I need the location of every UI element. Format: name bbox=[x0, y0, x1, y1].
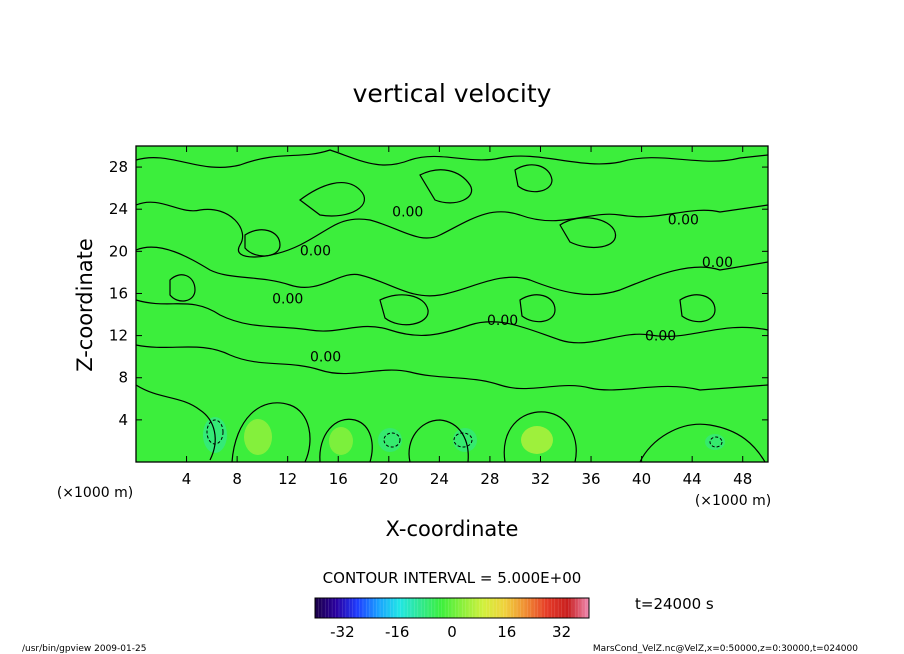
contour-label: 0.00 bbox=[487, 313, 518, 329]
downdraft-region bbox=[705, 434, 725, 450]
colorbar bbox=[314, 597, 590, 619]
contour-label: 0.00 bbox=[645, 329, 676, 345]
z-axis: 4 8 12 16 20 24 28 bbox=[109, 158, 768, 429]
z-tick-label: 4 bbox=[118, 411, 128, 429]
contour-label: 0.00 bbox=[300, 243, 331, 259]
contour-label: 0.00 bbox=[310, 350, 341, 366]
x-tick-label: 16 bbox=[329, 470, 348, 488]
colorbar-tick-label: 32 bbox=[552, 623, 571, 641]
x-tick-label: 20 bbox=[379, 470, 398, 488]
updraft-region bbox=[329, 427, 353, 455]
chart-title: vertical velocity bbox=[353, 79, 552, 108]
z-tick-label: 16 bbox=[109, 284, 128, 302]
z-axis-label: Z-coordinate bbox=[73, 238, 97, 372]
contour-interval-label: CONTOUR INTERVAL = 5.000E+00 bbox=[323, 569, 582, 587]
negative-contours bbox=[206, 419, 723, 448]
colorbar-fill bbox=[315, 598, 589, 618]
contour-label: 0.00 bbox=[392, 204, 423, 220]
contour-lines bbox=[135, 149, 769, 463]
x-tick-label: 28 bbox=[480, 470, 499, 488]
x-tick-label: 8 bbox=[232, 470, 242, 488]
updraft-region bbox=[244, 419, 272, 455]
z-tick-label: 20 bbox=[109, 242, 128, 260]
x-tick-label: 44 bbox=[683, 470, 702, 488]
downdraft-region bbox=[378, 428, 402, 452]
contour-labels: 0.00 0.00 0.00 0.00 0.00 0.00 0.00 0.00 bbox=[272, 204, 733, 365]
footer-left: /usr/bin/gpview 2009-01-25 bbox=[22, 644, 146, 654]
x-axis: 4 8 12 16 20 24 28 32 36 40 44 48 bbox=[182, 146, 752, 488]
field-background bbox=[136, 146, 768, 462]
contour-label: 0.00 bbox=[272, 292, 303, 308]
x-tick-label: 40 bbox=[632, 470, 651, 488]
x-tick-label: 48 bbox=[733, 470, 752, 488]
z-tick-label: 28 bbox=[109, 158, 128, 176]
footer-right: MarsCond_VelZ.nc@VelZ,x=0:50000,z=0:3000… bbox=[593, 644, 858, 654]
plot-frame bbox=[135, 145, 769, 463]
x-tick-label: 12 bbox=[278, 470, 297, 488]
colorbar-tick-label: 0 bbox=[447, 623, 457, 641]
contour-label: 0.00 bbox=[702, 255, 733, 271]
z-tick-label: 24 bbox=[109, 200, 128, 218]
x-unit-label: (×1000 m) bbox=[695, 493, 771, 509]
colorbar-frame bbox=[314, 597, 590, 619]
x-tick-label: 32 bbox=[531, 470, 550, 488]
z-tick-label: 8 bbox=[118, 369, 128, 387]
z-unit-label: (×1000 m) bbox=[57, 485, 133, 501]
colorbar-ticks: -32 -16 0 16 32 bbox=[330, 623, 571, 641]
x-tick-label: 4 bbox=[182, 470, 192, 488]
x-tick-label: 36 bbox=[581, 470, 600, 488]
time-label: t=24000 s bbox=[635, 595, 714, 613]
x-axis-label: X-coordinate bbox=[386, 517, 519, 541]
updraft-region bbox=[521, 426, 553, 454]
colorbar-tick-label: -32 bbox=[330, 623, 355, 641]
x-tick-label: 24 bbox=[430, 470, 449, 488]
colorbar-tick-label: -16 bbox=[385, 623, 410, 641]
colorbar-tick-label: 16 bbox=[497, 623, 516, 641]
plot-area: 0.00 0.00 0.00 0.00 0.00 0.00 0.00 0.00 bbox=[135, 145, 769, 463]
z-tick-label: 12 bbox=[109, 327, 128, 345]
contour-label: 0.00 bbox=[668, 213, 699, 229]
